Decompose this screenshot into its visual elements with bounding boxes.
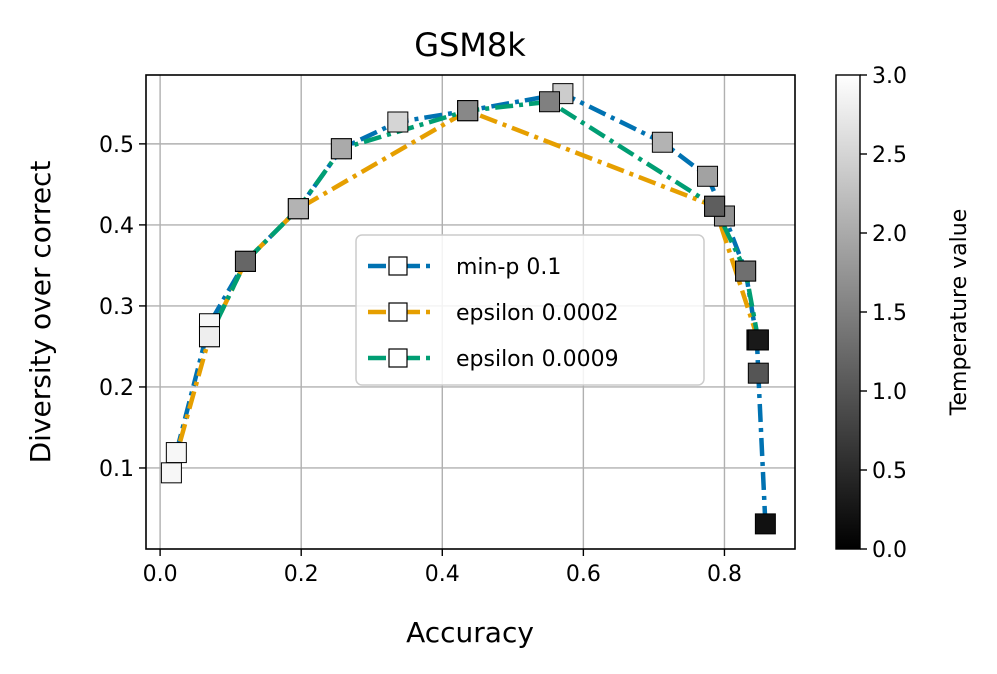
data-marker <box>287 198 309 220</box>
colorbar-tick-label: 2.5 <box>872 143 907 168</box>
data-marker <box>735 260 757 282</box>
plot-frame <box>145 74 796 550</box>
colorbar-tick-label: 1.5 <box>872 301 907 326</box>
colorbar-tick-label: 3.0 <box>872 64 907 89</box>
y-tick-label: 0.3 <box>99 295 134 320</box>
x-tick-label: 0.2 <box>284 562 319 587</box>
data-marker <box>539 91 561 113</box>
data-marker <box>160 462 182 484</box>
y-tick-label: 0.5 <box>99 133 134 158</box>
data-marker <box>330 138 352 160</box>
legend-label: epsilon 0.0009 <box>456 347 619 372</box>
colorbar: 0.0 0.5 1.0 1.5 2.0 2.5 3.0 Temperature value <box>835 64 972 563</box>
legend-marker-swatch <box>388 348 408 368</box>
y-axis-ticks: 0.1 0.2 0.3 0.4 0.5 <box>99 133 146 482</box>
legend-item: epsilon 0.0002 <box>368 301 619 326</box>
x-tick-label: 0.6 <box>566 562 601 587</box>
y-axis-label: Diversity over correct <box>24 161 57 464</box>
grid-lines <box>146 75 795 549</box>
legend-label: min-p 0.1 <box>456 255 561 280</box>
y-tick-label: 0.4 <box>99 214 134 239</box>
x-tick-label: 0.0 <box>143 562 178 587</box>
data-marker <box>747 362 769 384</box>
colorbar-tick-label: 0.0 <box>872 538 907 563</box>
data-marker <box>387 111 409 133</box>
colorbar-gradient <box>835 74 861 550</box>
colorbar-tick-label: 2.0 <box>872 222 907 247</box>
legend: min-p 0.1 epsilon 0.0002 epsilon 0.0009 <box>355 234 705 386</box>
chart-title: GSM8k <box>414 26 526 64</box>
x-tick-label: 0.4 <box>425 562 460 587</box>
data-marker <box>651 131 673 153</box>
data-marker <box>165 442 187 464</box>
legend-item: epsilon 0.0009 <box>368 347 619 372</box>
legend-marker-swatch <box>388 256 408 276</box>
y-tick-label: 0.2 <box>99 376 134 401</box>
data-marker <box>754 513 776 535</box>
data-marker <box>747 329 769 351</box>
data-marker <box>457 100 479 122</box>
legend-item: min-p 0.1 <box>368 255 561 280</box>
data-markers <box>160 83 776 535</box>
x-axis-ticks: 0.0 0.2 0.4 0.6 0.8 <box>143 549 742 587</box>
data-marker <box>704 195 726 217</box>
colorbar-label: Temperature value <box>947 209 972 416</box>
data-marker <box>234 250 256 272</box>
x-axis-label: Accuracy <box>406 616 534 649</box>
legend-box <box>355 234 705 386</box>
colorbar-tick-label: 0.5 <box>872 459 907 484</box>
x-tick-label: 0.8 <box>707 562 742 587</box>
legend-label: epsilon 0.0002 <box>456 301 619 326</box>
colorbar-tick-label: 1.0 <box>872 380 907 405</box>
data-marker <box>697 165 719 187</box>
data-marker <box>198 326 220 348</box>
y-tick-label: 0.1 <box>99 457 134 482</box>
legend-marker-swatch <box>388 302 408 322</box>
